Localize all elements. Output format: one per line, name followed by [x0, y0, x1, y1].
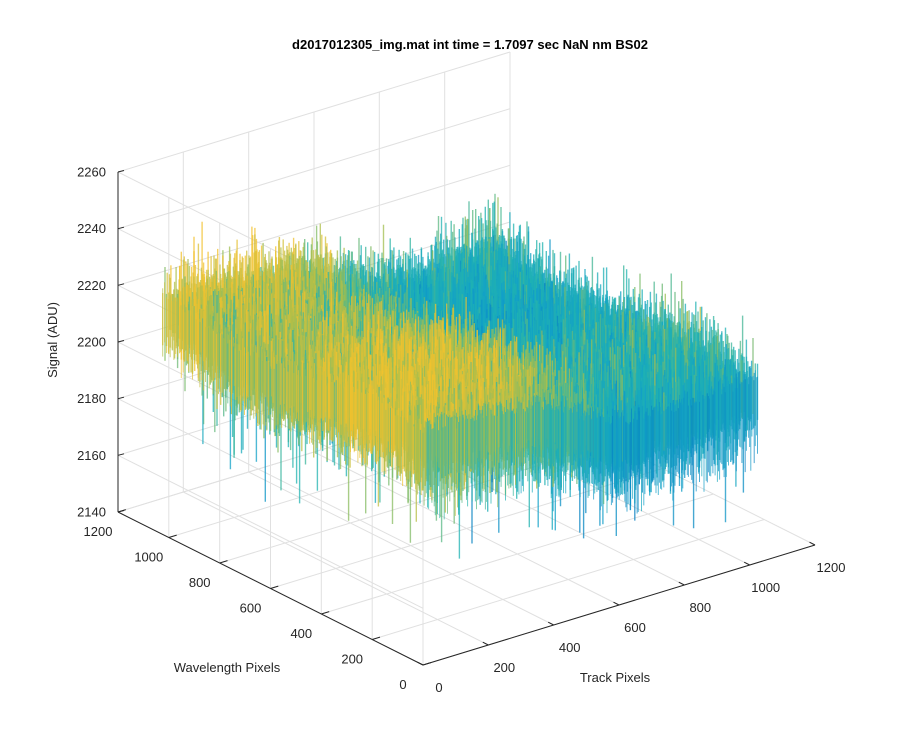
x-tick [547, 621, 554, 626]
axes: 0 200 400 600 800 1000 1200 0 200 400 600 800 1000 12… [77, 165, 845, 696]
x-tick [613, 601, 620, 606]
chart-title: d2017012305_img.mat int time = 1.7097 se… [292, 37, 648, 52]
z-tick [117, 396, 125, 400]
z-tick-label: 2180 [77, 391, 106, 406]
y-tick-label: 1200 [84, 524, 113, 539]
z-tick [117, 453, 125, 456]
z-tick [117, 283, 125, 286]
z-tick-label: 2160 [77, 448, 106, 463]
wall-gridline [117, 51, 511, 173]
wall-gridline [117, 454, 424, 609]
x-tick-label: 1200 [817, 560, 846, 575]
y-tick [270, 585, 279, 589]
y-tick [422, 662, 431, 666]
y-tick [372, 636, 381, 640]
y-tick [321, 611, 330, 615]
x-tick [743, 561, 750, 566]
y-tick [168, 534, 177, 538]
x-tick [678, 581, 685, 586]
floor-gridline [321, 493, 714, 615]
z-tick-label: 2200 [77, 335, 106, 350]
x-tick-label: 600 [624, 620, 646, 635]
z-tick-label: 2220 [77, 278, 106, 293]
x-tick-label: 400 [559, 640, 581, 655]
y-tick-label: 800 [189, 575, 211, 590]
y-tick-label: 400 [290, 626, 312, 641]
floor-gridline [372, 519, 765, 640]
y-tick-label: 200 [341, 652, 363, 667]
z-tick-label: 2140 [77, 505, 106, 520]
x-tick [417, 661, 424, 666]
z-tick [117, 340, 125, 343]
x-tick [809, 541, 816, 546]
y-tick-label: 0 [399, 677, 406, 692]
z-axis-label: Signal (ADU) [45, 302, 60, 378]
x-tick-label: 800 [689, 600, 711, 615]
y-tick-label: 600 [240, 601, 262, 616]
y-axis-label: Wavelength Pixels [174, 660, 281, 675]
wall-gridline [117, 398, 424, 553]
z-tick [117, 170, 125, 173]
wall-gridline [117, 108, 511, 230]
x-tick-label: 200 [493, 660, 515, 675]
x-tick-label: 1000 [751, 580, 780, 595]
x-tick-label: 0 [435, 680, 442, 695]
z-tick [117, 226, 125, 230]
surface-plot [161, 193, 759, 559]
y-tick-label: 1000 [134, 550, 163, 565]
z-tick-label: 2240 [77, 221, 106, 236]
z-tick [117, 510, 125, 513]
x-tick [482, 641, 489, 646]
x-axis-label: Track Pixels [580, 670, 651, 685]
y-tick [219, 560, 228, 564]
z-tick-label: 2260 [77, 165, 106, 180]
